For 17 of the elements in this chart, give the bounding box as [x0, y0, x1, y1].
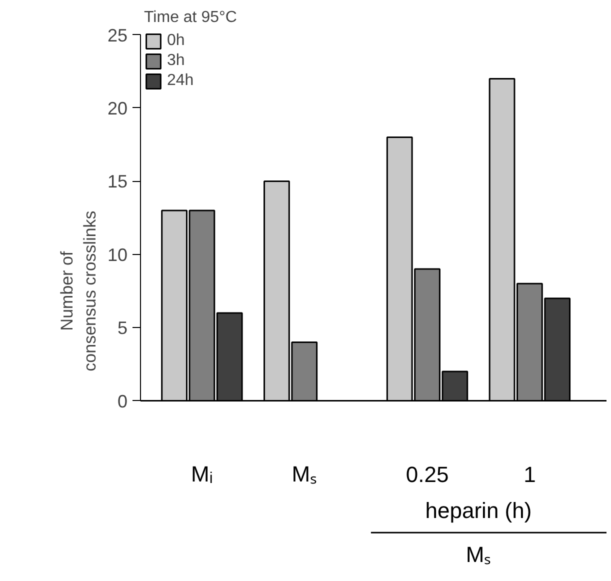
- y-tick-label: 0: [117, 391, 128, 412]
- legend-label: 3h: [167, 52, 186, 70]
- x-tick-label: 0.25: [406, 462, 449, 488]
- x-tick-label: Mᵢ: [191, 462, 213, 487]
- y-tick-label: 20: [107, 98, 128, 118]
- y-tick-label: 5: [117, 318, 128, 338]
- legend-label: 0h: [167, 32, 186, 50]
- y-tick-label: 25: [107, 25, 128, 46]
- y-tick-label: 10: [107, 244, 128, 265]
- legend-title: Time at 95°C: [144, 9, 237, 27]
- x-tick-label: 1: [524, 462, 536, 488]
- y-tick-label: 15: [107, 172, 128, 192]
- x-tick-label: Mₛ: [292, 462, 318, 487]
- text: Mₛ: [466, 542, 492, 568]
- legend-label: 24h: [167, 72, 194, 90]
- y-axis-title: Number of consensus crosslinks: [58, 210, 100, 372]
- text: heparin (h): [425, 498, 532, 524]
